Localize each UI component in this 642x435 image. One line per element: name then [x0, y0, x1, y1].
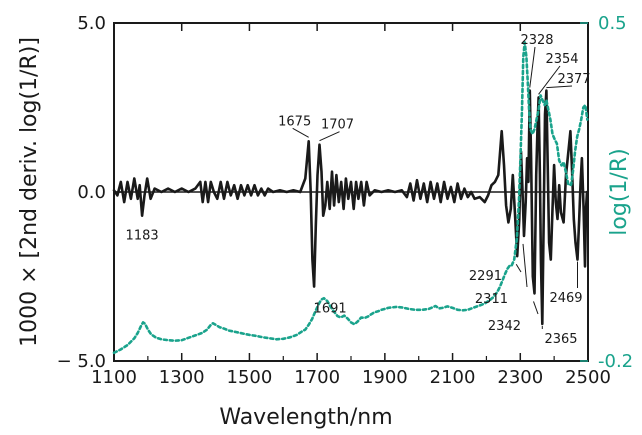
peak-annotation: 2354	[545, 52, 578, 67]
annotation-leader	[533, 301, 539, 315]
x-tick-label: 2500	[565, 367, 611, 388]
peak-annotation: 2311	[475, 292, 508, 307]
annotation-leader	[538, 65, 561, 95]
x-tick-label: 1300	[159, 367, 205, 388]
series-line-log-reflectance	[112, 41, 589, 355]
peak-annotation: 2377	[557, 72, 590, 87]
y-axis-title: 1000 × [2nd deriv. log(1/R)]	[17, 37, 42, 347]
peak-annotation: 2342	[488, 319, 521, 334]
y2-tick-label: -0.2	[598, 351, 633, 372]
annotation-leader	[546, 85, 573, 89]
x-tick-label: 1900	[362, 367, 408, 388]
y-tick-label: 0.0	[77, 182, 106, 203]
annotation-leader	[515, 263, 522, 273]
peak-annotation: 1183	[126, 229, 159, 244]
peak-annotation: 2291	[469, 269, 502, 284]
series-layer	[112, 41, 589, 355]
peak-annotation: 2365	[544, 332, 577, 347]
peak-annotation: 2328	[520, 33, 553, 48]
x-tick-label: 2300	[497, 367, 543, 388]
peak-annotation: 1707	[321, 118, 354, 133]
annotation-leader	[529, 46, 536, 88]
series-line-second-derivative	[112, 89, 589, 326]
annotations: 1183 1675 1707 1691 2328 2354 2377 2291 2311 2342…	[126, 33, 591, 347]
axis-ticks: 1100 1300 1500 1700 1900 2100 2300 2500 5.0 0.0 − …	[57, 13, 634, 388]
x-tick-label: 2100	[430, 367, 476, 388]
annotation-leader	[319, 131, 340, 142]
x-tick-label: 1500	[227, 367, 273, 388]
y2-axis-title: log(1/R)	[607, 148, 632, 235]
y2-tick-label: 0.5	[598, 13, 627, 34]
x-tick-label: 1100	[91, 367, 137, 388]
peak-annotation: 1675	[278, 114, 311, 129]
annotation-leader	[292, 127, 309, 138]
y-tick-label: − 5.0	[57, 351, 106, 372]
y-tick-label: 5.0	[77, 13, 106, 34]
x-tick-label: 1700	[294, 367, 340, 388]
x-axis-title: Wavelength/nm	[219, 405, 392, 430]
peak-annotation: 1691	[314, 302, 347, 317]
annotation-leader	[522, 243, 528, 288]
peak-annotation: 2469	[549, 291, 582, 306]
